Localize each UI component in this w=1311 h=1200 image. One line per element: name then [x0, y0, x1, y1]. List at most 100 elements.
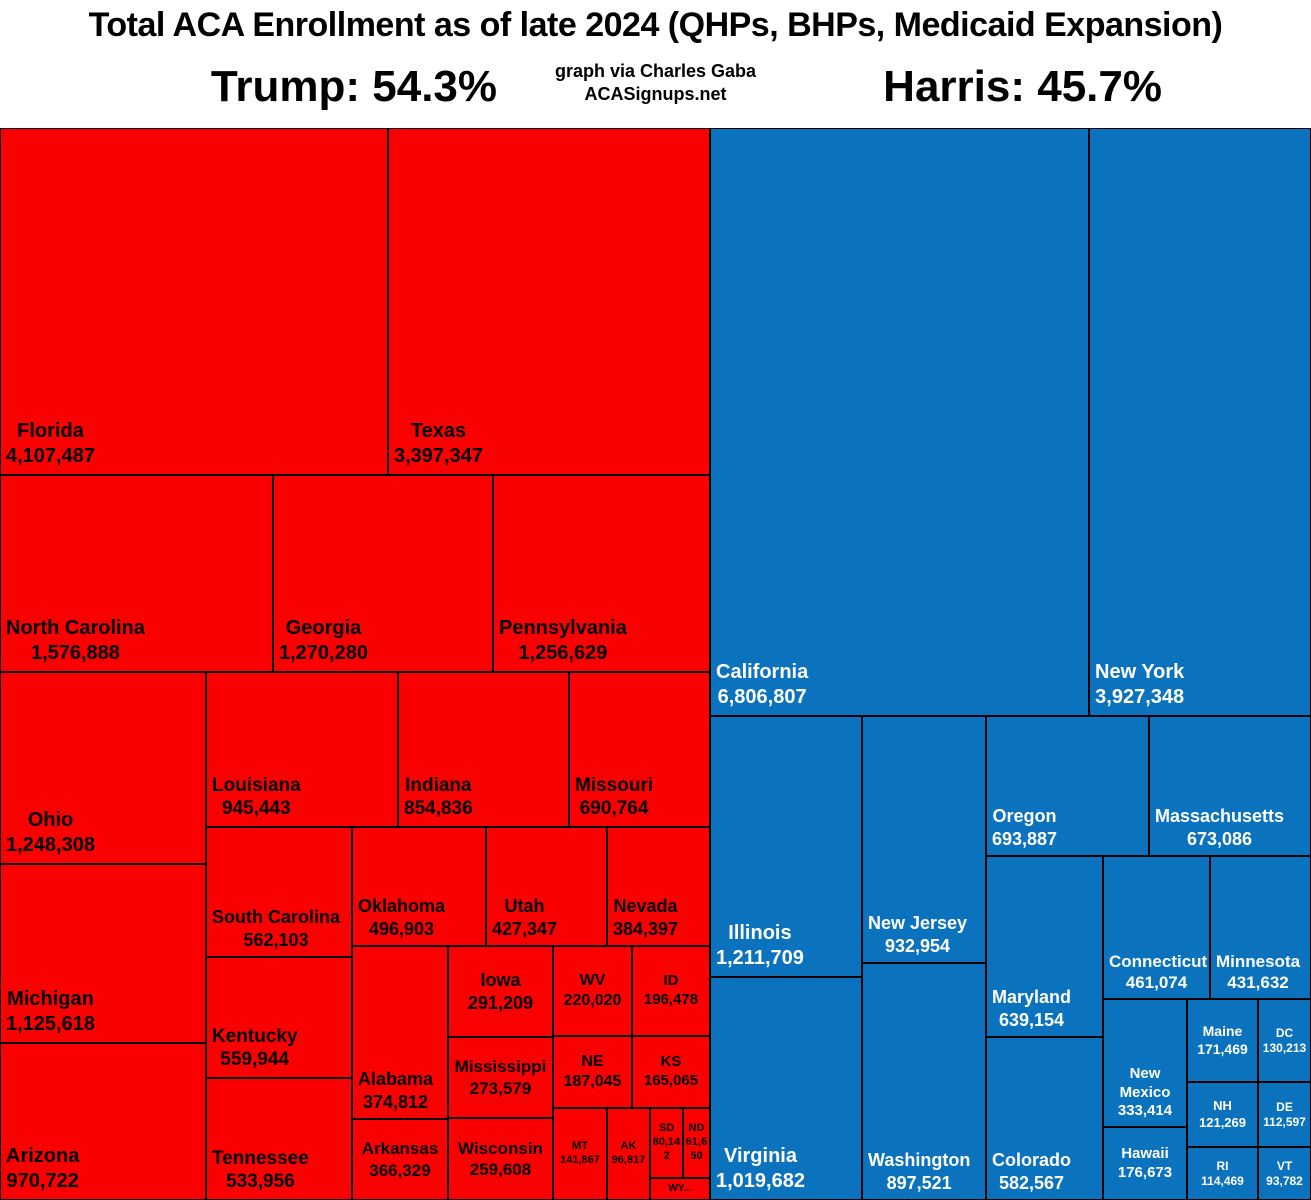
state-value: 176,673 — [1117, 1163, 1173, 1181]
credit-line-2: ACASignups.net — [584, 83, 727, 104]
state-name: WV — [579, 972, 606, 989]
cell-label: Louisiana 945,443 — [212, 774, 301, 822]
state-value: 3,927,348 — [1095, 686, 1185, 708]
treemap-cell-california: California 6,806,807 — [710, 128, 1089, 716]
state-value: 259,608 — [469, 1160, 532, 1179]
treemap-cell-washington: Washington 897,521 — [862, 963, 986, 1200]
state-name: Hawaii — [1121, 1144, 1169, 1162]
state-value: 932,954 — [885, 935, 951, 956]
cell-label: North Carolina 1,576,888 — [6, 616, 145, 666]
cell-label: Illinois 1,211,709 — [716, 921, 804, 971]
treemap-cell-florida: Florida 4,107,487 — [0, 128, 388, 475]
state-name: KS — [660, 1053, 682, 1071]
cell-label: Arkansas 366,329 — [360, 1138, 441, 1181]
credit-line-1: graph via Charles Gaba — [554, 61, 757, 81]
treemap-cell-texas: Texas 3,397,347 — [388, 128, 710, 475]
state-value: 80,142 — [652, 1136, 681, 1162]
state-value: 114,469 — [1201, 1173, 1244, 1188]
cell-label: New Jersey 932,954 — [868, 912, 967, 957]
cell-label: Tennessee 533,956 — [212, 1147, 309, 1195]
state-name: Arkansas — [361, 1139, 439, 1159]
treemap-cell-utah: Utah 427,347 — [486, 827, 607, 946]
treemap-cell-south-carolina: South Carolina 562,103 — [206, 827, 352, 957]
state-value: 93,782 — [1266, 1173, 1303, 1188]
treemap-cell-kentucky: Kentucky 559,944 — [206, 957, 352, 1078]
cell-label: Minnesota 431,632 — [1216, 951, 1300, 994]
treemap-cell-minnesota: Minnesota 431,632 — [1210, 856, 1311, 999]
state-value: 1,019,682 — [716, 1170, 805, 1192]
state-value: 562,103 — [243, 929, 309, 950]
cell-label: Georgia 1,270,280 — [279, 616, 368, 666]
cell-label: WV 220,020 — [562, 971, 624, 1011]
cell-label: Michigan 1,125,618 — [6, 987, 95, 1037]
state-value: 945,443 — [222, 798, 291, 820]
state-value: 96,817 — [611, 1154, 646, 1166]
treemap-cell-alabama: Alabama 374,812 — [352, 946, 448, 1119]
state-value: 1,211,709 — [716, 947, 804, 969]
cell-label: Missouri 690,764 — [575, 774, 653, 822]
treemap-cell-vt: VT 93,782 — [1258, 1147, 1311, 1200]
state-name: DC — [1275, 1025, 1294, 1040]
state-value: 273,579 — [469, 1078, 532, 1098]
cell-label: Arizona 970,722 — [6, 1144, 79, 1194]
treemap-cell-new-jersey: New Jersey 932,954 — [862, 716, 986, 963]
cell-label: Colorado 582,567 — [992, 1149, 1071, 1194]
treemap-cell-hawaii: Hawaii 176,673 — [1103, 1127, 1187, 1200]
state-value: 141,867 — [560, 1154, 600, 1166]
chart-credit: graph via Charles Gaba ACASignups.net — [0, 60, 1311, 105]
cell-label: Texas 3,397,347 — [394, 419, 483, 469]
cell-label: KS 165,065 — [642, 1053, 700, 1091]
cell-label: DE 112,597 — [1261, 1100, 1308, 1130]
treemap-cell-wy: WY... — [650, 1178, 710, 1200]
state-name: Utah — [504, 896, 545, 916]
state-name: North Carolina — [6, 617, 145, 639]
cell-label: Indiana 854,836 — [404, 774, 473, 822]
treemap-cell-missouri: Missouri 690,764 — [569, 672, 710, 827]
state-value: 3,397,347 — [394, 445, 483, 467]
state-value: 970,722 — [6, 1170, 79, 1192]
cell-label: Pennsylvania 1,256,629 — [499, 616, 627, 666]
treemap-cell-massachusetts: Massachusetts 673,086 — [1149, 716, 1311, 856]
treemap-cell-id: ID 196,478 — [632, 946, 710, 1036]
treemap-cell-ri: RI 114,469 — [1187, 1147, 1258, 1200]
state-name: New Jersey — [868, 913, 968, 933]
state-value: 171,469 — [1197, 1040, 1248, 1057]
state-name: Kentucky — [212, 1025, 298, 1047]
treemap-cell-georgia: Georgia 1,270,280 — [273, 475, 493, 672]
state-name: Michigan — [7, 988, 94, 1010]
state-name: Alabama — [358, 1069, 434, 1089]
cell-label: NH 121,269 — [1197, 1098, 1248, 1131]
state-value: 1,125,618 — [6, 1013, 95, 1035]
cell-label: Washington 897,521 — [868, 1149, 970, 1194]
state-name: Oregon — [992, 806, 1057, 826]
treemap: Florida 4,107,487 Texas 3,397,347 North Caro… — [0, 128, 1311, 1200]
cell-label: AK 96,817 — [611, 1140, 647, 1168]
cell-label: Ohio 1,248,308 — [6, 808, 95, 858]
cell-label: Hawaii 176,673 — [1116, 1145, 1174, 1183]
state-name: Florida — [17, 420, 84, 442]
treemap-cell-new-york: New York 3,927,348 — [1089, 128, 1311, 716]
treemap-cell-maine: Maine 171,469 — [1187, 999, 1258, 1082]
state-name: Indiana — [405, 774, 472, 796]
state-name: South Carolina — [212, 907, 341, 927]
chart-header: Total ACA Enrollment as of late 2024 (QH… — [0, 0, 1311, 128]
cell-label: Kentucky 559,944 — [212, 1025, 298, 1073]
state-value: 582,567 — [998, 1172, 1065, 1193]
state-name: California — [716, 661, 809, 683]
treemap-cell-north-carolina: North Carolina 1,576,888 — [0, 475, 273, 672]
cell-label: NE 187,045 — [562, 1052, 624, 1092]
treemap-cell-mt: MT 141,867 — [553, 1108, 607, 1200]
state-value: 1,576,888 — [30, 642, 120, 664]
state-value: 6,806,807 — [717, 686, 807, 708]
cell-label: Alabama 374,812 — [358, 1068, 433, 1113]
state-value: 1,270,280 — [279, 642, 368, 664]
cell-label: Oregon 693,887 — [992, 805, 1057, 850]
state-name: Illinois — [728, 922, 792, 944]
state-name: Maine — [1202, 1023, 1243, 1039]
state-name: AK — [620, 1140, 637, 1153]
state-name: Oklahoma — [358, 896, 446, 916]
state-name: VT — [1276, 1158, 1293, 1173]
state-name: NE — [581, 1053, 604, 1070]
state-name: New Mexico — [1119, 1064, 1171, 1101]
state-value: 187,045 — [563, 1073, 622, 1090]
